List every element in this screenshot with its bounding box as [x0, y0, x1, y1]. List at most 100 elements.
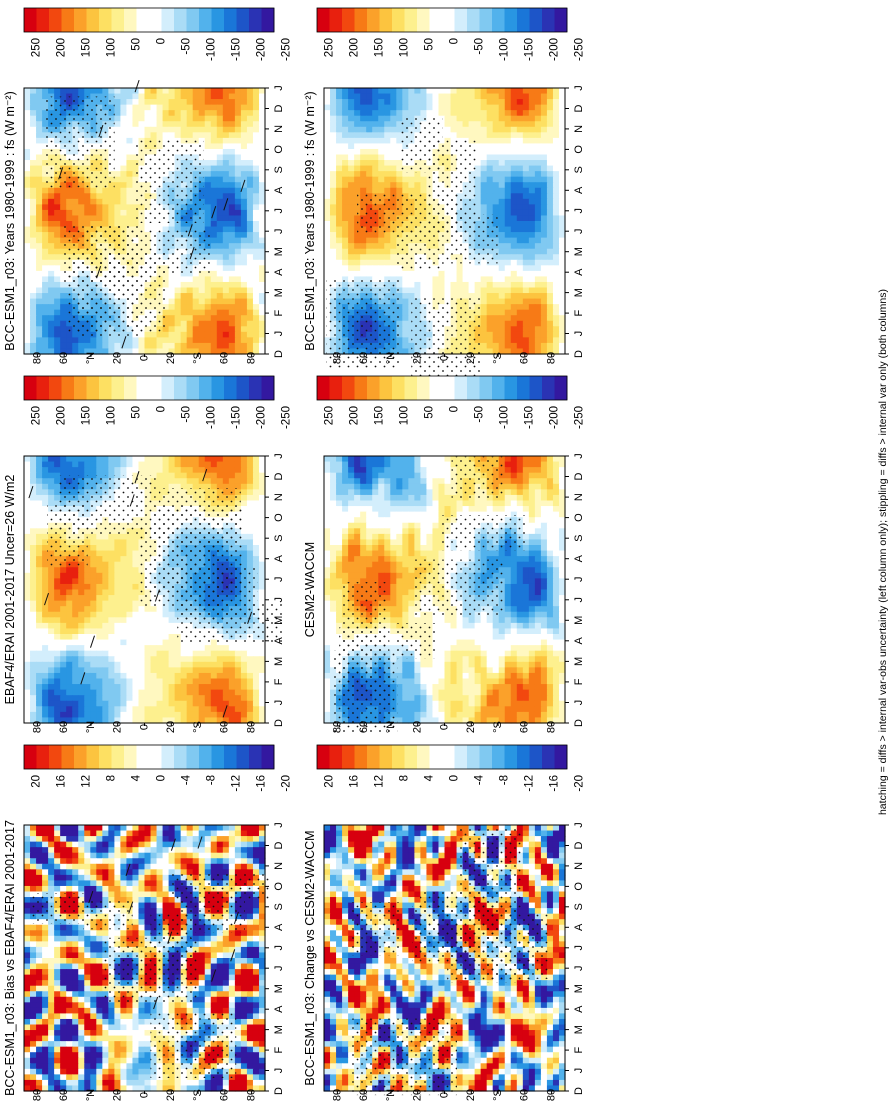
heat-cell	[156, 99, 164, 106]
month-tick-label: F	[273, 309, 285, 316]
colorbar-label: -250	[281, 38, 293, 61]
heat-cell	[426, 110, 434, 117]
heat-cell	[204, 143, 212, 150]
heat-cell	[258, 137, 266, 145]
heat-cell	[366, 110, 373, 117]
heat-cell	[330, 104, 337, 111]
heat-cell	[78, 198, 85, 205]
heat-cell	[450, 93, 458, 100]
heat-cell	[522, 259, 530, 266]
heat-cell	[498, 254, 506, 261]
heat-cell	[402, 337, 409, 344]
heat-cell	[252, 337, 260, 344]
heat-cell	[114, 137, 122, 145]
heat-cell	[240, 165, 248, 172]
heat-cell	[144, 121, 152, 128]
colorbar-swatch	[329, 8, 343, 32]
heat-cell	[30, 143, 37, 150]
heat-cell	[336, 182, 343, 189]
heat-cell	[552, 221, 560, 228]
heat-cell	[558, 254, 566, 261]
heat-cell	[366, 154, 373, 161]
heat-cell	[174, 298, 182, 305]
heat-cell	[258, 550, 266, 557]
heat-cell	[330, 232, 337, 239]
heat-cell	[390, 126, 397, 133]
heat-cell	[552, 232, 560, 239]
heat-cell	[504, 187, 512, 194]
heat-cell	[120, 115, 128, 122]
heat-cell	[492, 281, 500, 289]
heat-cell	[204, 115, 212, 122]
heat-cell	[456, 270, 464, 278]
heat-cell	[240, 331, 248, 338]
colorbar-label: -150	[231, 38, 243, 61]
heat-cell	[252, 248, 260, 255]
heat-cell	[504, 304, 512, 311]
heat-cell	[498, 154, 506, 161]
heat-cell	[504, 326, 512, 333]
heat-cell	[474, 287, 482, 294]
heat-cell	[384, 187, 391, 194]
heat-cell	[528, 171, 536, 178]
heat-cell	[246, 259, 254, 266]
heat-cell	[162, 478, 170, 485]
heat-cell	[522, 309, 530, 316]
heat-cell	[84, 572, 91, 579]
heat-cell	[108, 550, 115, 557]
heat-cell	[396, 154, 403, 161]
heat-cell	[354, 232, 361, 239]
heat-cell	[480, 171, 488, 178]
heat-cell	[516, 193, 524, 200]
heat-cell	[546, 93, 554, 100]
heat-cell	[522, 204, 530, 211]
heat-cell	[120, 545, 128, 552]
heat-cell	[354, 165, 361, 172]
heat-cell	[108, 209, 115, 217]
heat-cell	[378, 259, 385, 266]
heat-cell	[540, 143, 548, 150]
heat-cell	[330, 99, 337, 106]
colorbar-swatch	[492, 8, 505, 32]
heat-cell	[114, 182, 122, 189]
heat-cell	[54, 276, 61, 283]
heat-cell	[180, 221, 188, 228]
heat-cell	[498, 187, 506, 194]
heat-cell	[198, 281, 206, 289]
heat-cell	[174, 478, 182, 485]
heat-cell	[408, 187, 415, 194]
month-tick-label: J	[273, 85, 285, 91]
heat-cell	[168, 326, 176, 333]
heat-cell	[498, 315, 506, 322]
heat-cell	[540, 270, 548, 278]
heat-cell	[258, 506, 266, 513]
heat-cell	[546, 298, 554, 305]
heat-cell	[258, 276, 266, 283]
heat-cell	[174, 93, 182, 100]
hatch-mark	[211, 206, 217, 219]
heat-cell	[114, 165, 122, 172]
heat-cell	[528, 115, 536, 122]
heat-cell	[54, 348, 61, 355]
heat-cell	[30, 276, 37, 283]
heat-cell	[120, 160, 128, 167]
heat-cell	[228, 348, 236, 355]
heat-cell	[354, 176, 361, 183]
heat-cell	[504, 281, 512, 289]
heat-cell	[204, 209, 212, 217]
heat-cell	[552, 248, 560, 255]
heat-cell	[156, 342, 164, 350]
heat-cell	[348, 165, 355, 172]
heat-cell	[330, 93, 337, 100]
heat-cell	[30, 93, 37, 100]
heat-cell	[522, 187, 530, 194]
heat-cell	[252, 154, 260, 161]
heat-cell	[216, 99, 224, 106]
heat-cell	[324, 237, 331, 244]
heat-cell	[114, 110, 122, 117]
heat-cell	[90, 556, 97, 563]
heat-cell	[522, 110, 530, 117]
heat-cell	[336, 243, 343, 250]
heat-cell	[456, 276, 464, 283]
heat-cell	[24, 561, 31, 568]
